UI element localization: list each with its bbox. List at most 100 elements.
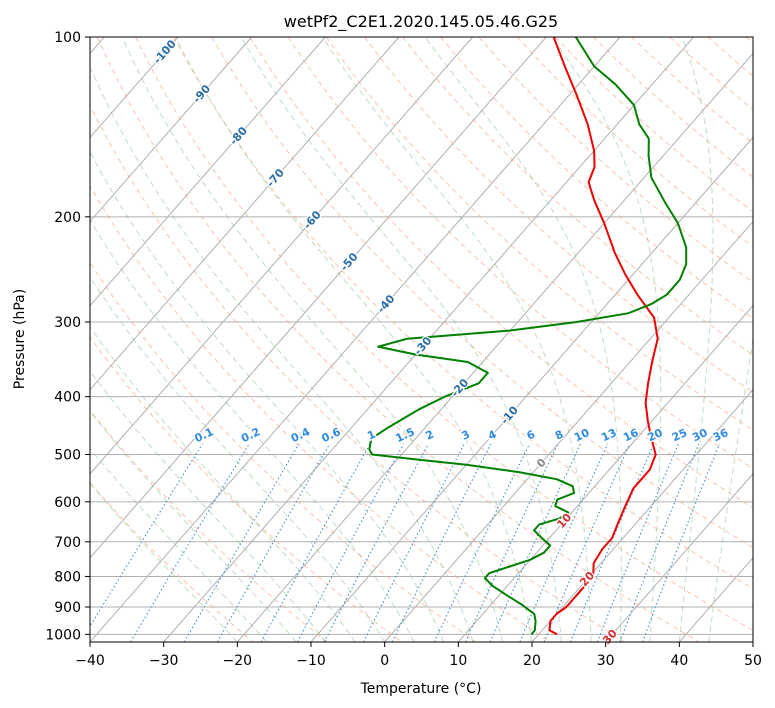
dry-adiabat-line (135, 37, 753, 632)
moist-adiabat-line (90, 410, 297, 642)
dry-adiabat-line (287, 37, 753, 469)
plot-frame (89, 36, 754, 643)
x-tick-label: 10 (449, 653, 467, 669)
y-tick-label: 600 (54, 495, 81, 511)
dry-adiabat-line (96, 37, 700, 642)
moist-adiabat-line (678, 37, 714, 642)
mixing-ratio-label: 0.6 (320, 425, 343, 445)
dry-adiabat-line (211, 37, 753, 549)
x-tick-label: 50 (744, 653, 762, 669)
mixing-ratio-label: 6 (525, 428, 538, 443)
x-tick-label: 30 (597, 653, 615, 669)
dry-adiabat-line (707, 37, 753, 77)
y-tick-label: 400 (54, 390, 81, 406)
isotherm-line (90, 37, 621, 642)
mixing-ratio-line (130, 443, 250, 642)
dewpoint-trace (368, 37, 688, 635)
isotherm-label: 20 (577, 569, 597, 589)
mixing-ratio-label: 0.1 (192, 425, 215, 445)
isotherm-line (457, 304, 753, 642)
moist-adiabat-line (90, 218, 415, 642)
dry-adiabat-line (745, 37, 753, 44)
mixing-ratio-line (391, 443, 492, 642)
mixing-ratio-line (260, 443, 371, 642)
isotherm-label: -10 (498, 403, 521, 427)
moist-adiabat-line (90, 447, 268, 642)
moist-adiabat-line (121, 37, 503, 642)
isotherm-line (678, 557, 753, 642)
mixing-ratio-label: 2 (424, 428, 436, 443)
x-tick-label: 40 (670, 653, 688, 669)
y-tick-label: 100 (54, 30, 81, 46)
mixing-ratio-line (183, 443, 300, 642)
isotherm-label: -90 (190, 82, 213, 106)
isotherm-line (90, 37, 400, 391)
mixing-ratio-line (642, 443, 721, 642)
isotherm-line (90, 37, 253, 223)
moist-adiabat-line (175, 37, 533, 642)
moist-adiabat-line (708, 335, 753, 642)
dry-adiabat-line (516, 37, 753, 248)
x-tick-label: −10 (296, 653, 326, 669)
moist-adiabat-line (90, 370, 327, 642)
isotherm-line (310, 136, 753, 642)
isotherm-line (384, 220, 753, 642)
mixing-ratio-label: 20 (645, 426, 665, 444)
dry-adiabat-line (90, 409, 329, 642)
mixing-ratio-line (433, 443, 530, 642)
mixing-ratio-label: 16 (621, 426, 641, 444)
x-tick-label: 20 (523, 653, 541, 669)
isotherm-line (90, 37, 474, 475)
y-tick-label: 900 (54, 600, 81, 616)
y-tick-label: 500 (54, 448, 81, 464)
mixing-ratio-line (216, 443, 330, 642)
moist-adiabat-line (90, 482, 238, 642)
x-tick-label: −20 (223, 653, 253, 669)
isotherm-line (236, 52, 753, 642)
y-axis-title: Pressure (hPa) (12, 289, 28, 389)
moist-adiabat-line (240, 37, 562, 642)
isotherm-line (90, 37, 547, 559)
mixing-ratio-label: 8 (553, 428, 565, 443)
dry-adiabat-line (90, 261, 477, 642)
y-tick-label: 1000 (45, 627, 81, 643)
dry-adiabat-line (90, 481, 254, 642)
isotherm-label: 10 (554, 511, 574, 531)
x-tick-label: −30 (149, 653, 179, 669)
y-tick-label: 300 (54, 315, 81, 331)
y-tick-label: 800 (54, 569, 81, 585)
mixing-ratio-line (464, 443, 559, 642)
dry-adiabat-line (173, 37, 753, 590)
mixing-ratio-label: 13 (599, 426, 618, 444)
moist-adiabat-line (90, 325, 356, 642)
temperature-trace (548, 37, 659, 636)
isotherm-label: -40 (375, 292, 398, 316)
dry-adiabat-line (325, 37, 753, 431)
x-tick-label: 0 (380, 653, 389, 669)
axis-layer: −40 −30 −20 −10 0 10 20 30 40 5010020030040050060… (45, 30, 762, 669)
isotherm-label: -100 (151, 37, 179, 67)
dry-adiabat-line (90, 336, 403, 642)
moist-adiabat-line (550, 37, 662, 642)
y-tick-label: 700 (54, 535, 81, 551)
mixing-ratio-line (90, 443, 203, 628)
y-tick-label: 200 (54, 210, 81, 226)
mixing-ratio-label: 10 (572, 426, 592, 444)
chart-title: wetPf2_C2E1.2020.145.05.46.G25 (284, 12, 558, 32)
moist-adiabat-line (424, 37, 622, 642)
isotherm-line (752, 641, 753, 642)
isotherm-label: -70 (264, 166, 287, 190)
mixing-ratio-line (596, 443, 679, 642)
grid-layer (90, 37, 753, 642)
isotherm-label: -80 (227, 124, 250, 148)
mixing-ratio-line (323, 443, 429, 642)
mixing-ratio-line (362, 443, 465, 642)
moist-adiabat-line (321, 37, 592, 642)
moist-adiabat-line (90, 65, 474, 642)
dry-adiabat-line (90, 104, 626, 642)
line-label-layer: -100-90-80-70-60-50-40-30-20-1001020300.… (150, 36, 732, 648)
isotherm-label: -60 (301, 208, 324, 232)
x-axis-title: Temperature (°C) (360, 681, 482, 697)
moist-adiabat-line (90, 276, 386, 642)
